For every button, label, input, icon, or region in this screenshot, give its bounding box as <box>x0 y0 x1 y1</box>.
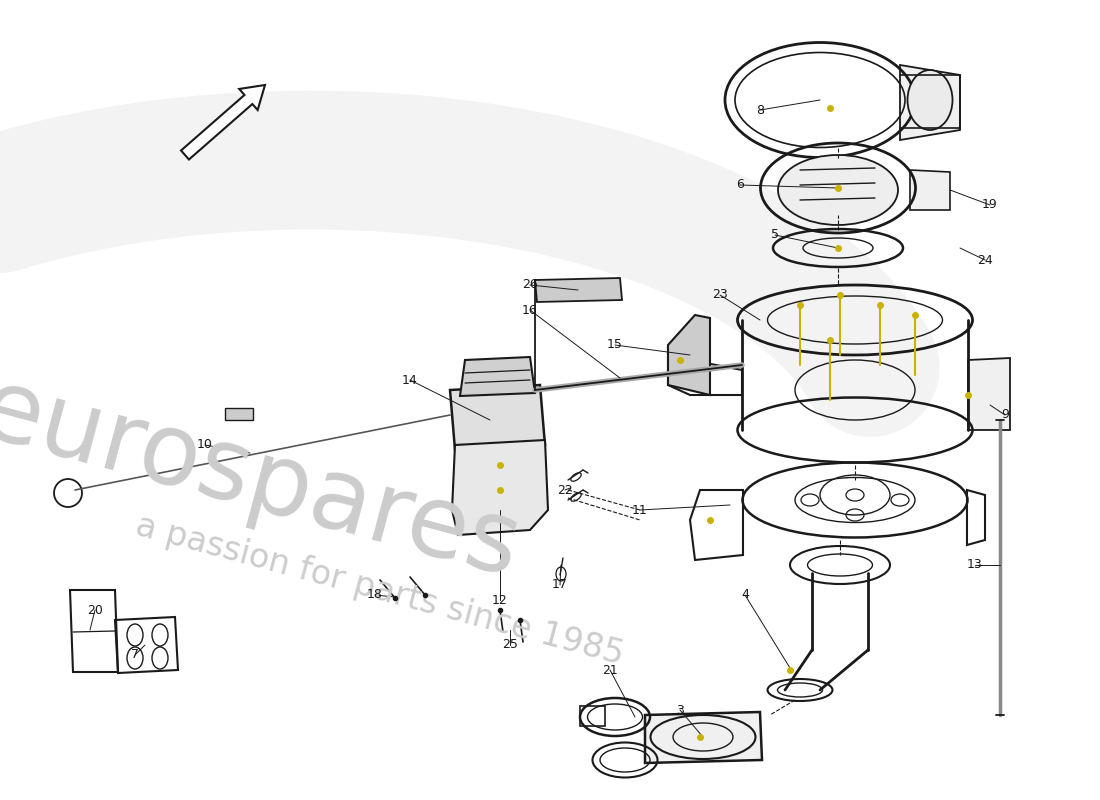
Polygon shape <box>968 358 1010 430</box>
Text: 19: 19 <box>982 198 998 211</box>
Text: 9: 9 <box>1001 409 1009 422</box>
Polygon shape <box>452 440 548 535</box>
Text: 24: 24 <box>977 254 993 266</box>
Polygon shape <box>910 170 950 210</box>
Bar <box>226 408 253 420</box>
Text: 22: 22 <box>557 483 573 497</box>
Text: 13: 13 <box>967 558 983 571</box>
Text: 10: 10 <box>197 438 213 451</box>
Text: a passion for parts since 1985: a passion for parts since 1985 <box>132 509 628 671</box>
Text: 17: 17 <box>552 578 568 591</box>
Text: 7: 7 <box>131 649 139 662</box>
Text: 21: 21 <box>602 663 618 677</box>
Text: 23: 23 <box>712 289 728 302</box>
Polygon shape <box>450 385 544 450</box>
Text: 6: 6 <box>736 178 744 191</box>
Ellipse shape <box>778 155 898 225</box>
Text: eurospares: eurospares <box>0 362 530 598</box>
Bar <box>580 706 605 726</box>
Text: 25: 25 <box>502 638 518 651</box>
Text: 12: 12 <box>492 594 508 606</box>
Text: 16: 16 <box>522 303 538 317</box>
Polygon shape <box>668 315 710 395</box>
Text: 11: 11 <box>632 503 648 517</box>
Polygon shape <box>535 278 622 302</box>
Text: 8: 8 <box>756 103 764 117</box>
Text: 18: 18 <box>367 589 383 602</box>
Text: 14: 14 <box>403 374 418 386</box>
FancyArrow shape <box>182 85 265 159</box>
Text: 3: 3 <box>676 703 684 717</box>
Polygon shape <box>900 65 960 140</box>
Text: 4: 4 <box>741 589 749 602</box>
Text: 20: 20 <box>87 603 103 617</box>
Polygon shape <box>460 357 535 396</box>
Polygon shape <box>645 712 762 763</box>
Ellipse shape <box>908 70 953 130</box>
Text: 15: 15 <box>607 338 623 351</box>
Text: 5: 5 <box>771 229 779 242</box>
Text: 26: 26 <box>522 278 538 291</box>
